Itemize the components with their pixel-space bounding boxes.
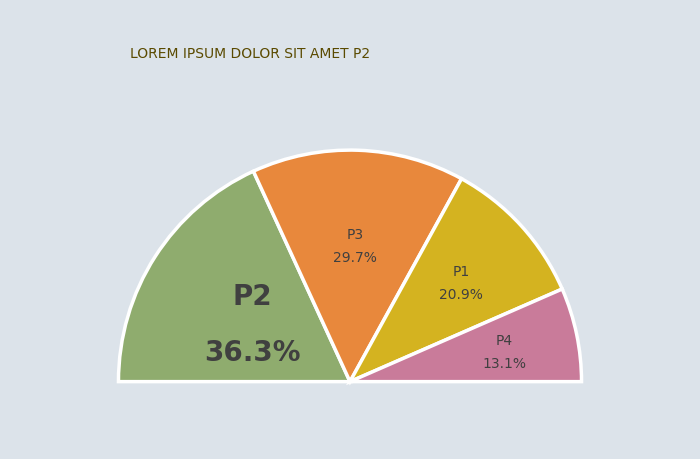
Wedge shape — [350, 289, 582, 382]
Text: P4: P4 — [496, 334, 512, 347]
Wedge shape — [253, 151, 461, 382]
Text: P1: P1 — [452, 264, 470, 278]
Wedge shape — [118, 172, 350, 382]
Text: 20.9%: 20.9% — [439, 287, 483, 302]
Text: 36.3%: 36.3% — [204, 338, 301, 366]
Wedge shape — [350, 179, 562, 382]
Text: P3: P3 — [346, 227, 363, 241]
Text: 13.1%: 13.1% — [482, 357, 526, 370]
Text: LOREM IPSUM DOLOR SIT AMET P2: LOREM IPSUM DOLOR SIT AMET P2 — [130, 46, 370, 61]
Text: P2: P2 — [232, 282, 272, 310]
Text: 29.7%: 29.7% — [333, 250, 377, 264]
